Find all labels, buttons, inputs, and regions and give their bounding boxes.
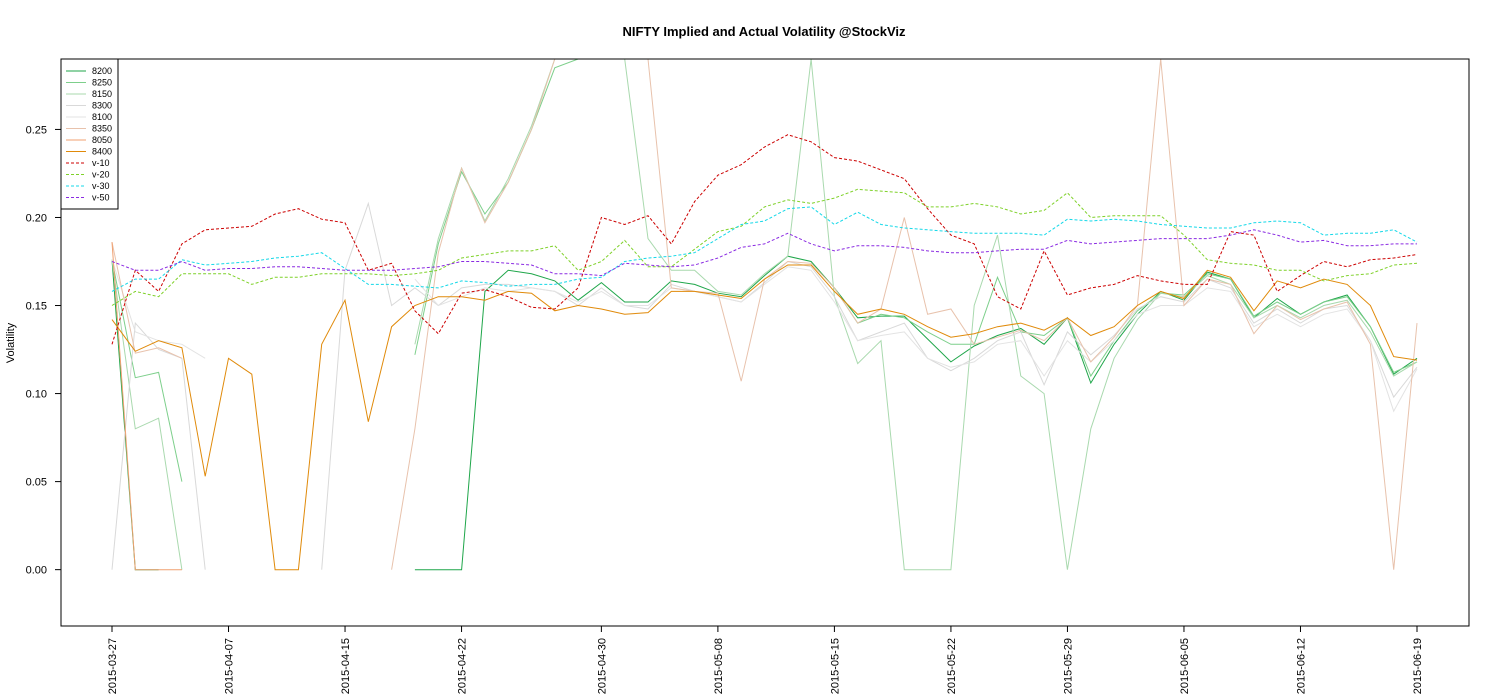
legend-label-8400: 8400	[92, 147, 112, 157]
x-tick-label: 2015-05-29	[1062, 638, 1074, 694]
series-line-v-50	[111, 229, 1417, 277]
x-tick-label: 2015-03-27	[107, 638, 119, 694]
x-tick-label: 2015-06-19	[1412, 638, 1424, 694]
legend-label-8250: 8250	[92, 78, 112, 88]
chart-title: NIFTY Implied and Actual Volatility @Sto…	[622, 24, 906, 39]
series-layer	[111, 59, 1418, 571]
x-tick-label: 2015-05-22	[946, 638, 958, 694]
legend-label-8100: 8100	[92, 112, 112, 122]
legend-label-v-30: v-30	[92, 181, 110, 191]
legend-label-8200: 8200	[92, 66, 112, 76]
y-tick-label: 0.25	[26, 124, 47, 136]
series-line-8400	[111, 264, 1418, 571]
x-tick-label: 2015-06-05	[1179, 638, 1191, 694]
series-line-8300	[111, 201, 1418, 570]
legend-label-8150: 8150	[92, 89, 112, 99]
series-line-v-20	[111, 188, 1418, 306]
legend-label-8300: 8300	[92, 101, 112, 111]
y-axis: 0.00 0.05 0.10 0.15 0.20 0.25	[26, 124, 61, 577]
x-tick-label: 2015-04-15	[340, 638, 352, 694]
x-tick-label: 2015-04-07	[224, 638, 236, 694]
legend-box	[60, 58, 119, 210]
x-tick-label: 2015-04-22	[457, 638, 469, 694]
legend-label-8350: 8350	[92, 124, 112, 134]
x-tick-label: 2015-04-30	[596, 638, 608, 694]
series-line-8050	[111, 242, 182, 571]
legend-label-8050: 8050	[92, 135, 112, 145]
legend-label-v-50: v-50	[92, 193, 110, 203]
x-tick-label: 2015-05-15	[829, 638, 841, 694]
y-tick-label: 0.05	[26, 477, 47, 489]
series-line-8250	[111, 59, 1418, 482]
x-axis: 2015-03-27 2015-04-07 2015-04-15 2015-04-22…	[107, 626, 1424, 694]
x-tick-label: 2015-06-12	[1295, 638, 1307, 694]
series-line-8150	[111, 59, 1418, 571]
y-tick-label: 0.00	[26, 565, 47, 577]
plot-frame	[60, 58, 1470, 627]
series-line-8200	[111, 255, 1418, 571]
y-tick-label: 0.10	[26, 389, 47, 401]
legend-label-v-20: v-20	[92, 170, 110, 180]
legend-label-v-10: v-10	[92, 158, 110, 168]
y-tick-label: 0.15	[26, 301, 47, 313]
y-axis-label: Volatility	[5, 322, 17, 363]
series-line-v-30	[111, 206, 1418, 292]
y-tick-label: 0.20	[26, 212, 47, 224]
series-line-v-10	[111, 134, 1418, 345]
series-line-8350	[111, 59, 1418, 570]
x-tick-label: 2015-05-08	[713, 638, 725, 694]
